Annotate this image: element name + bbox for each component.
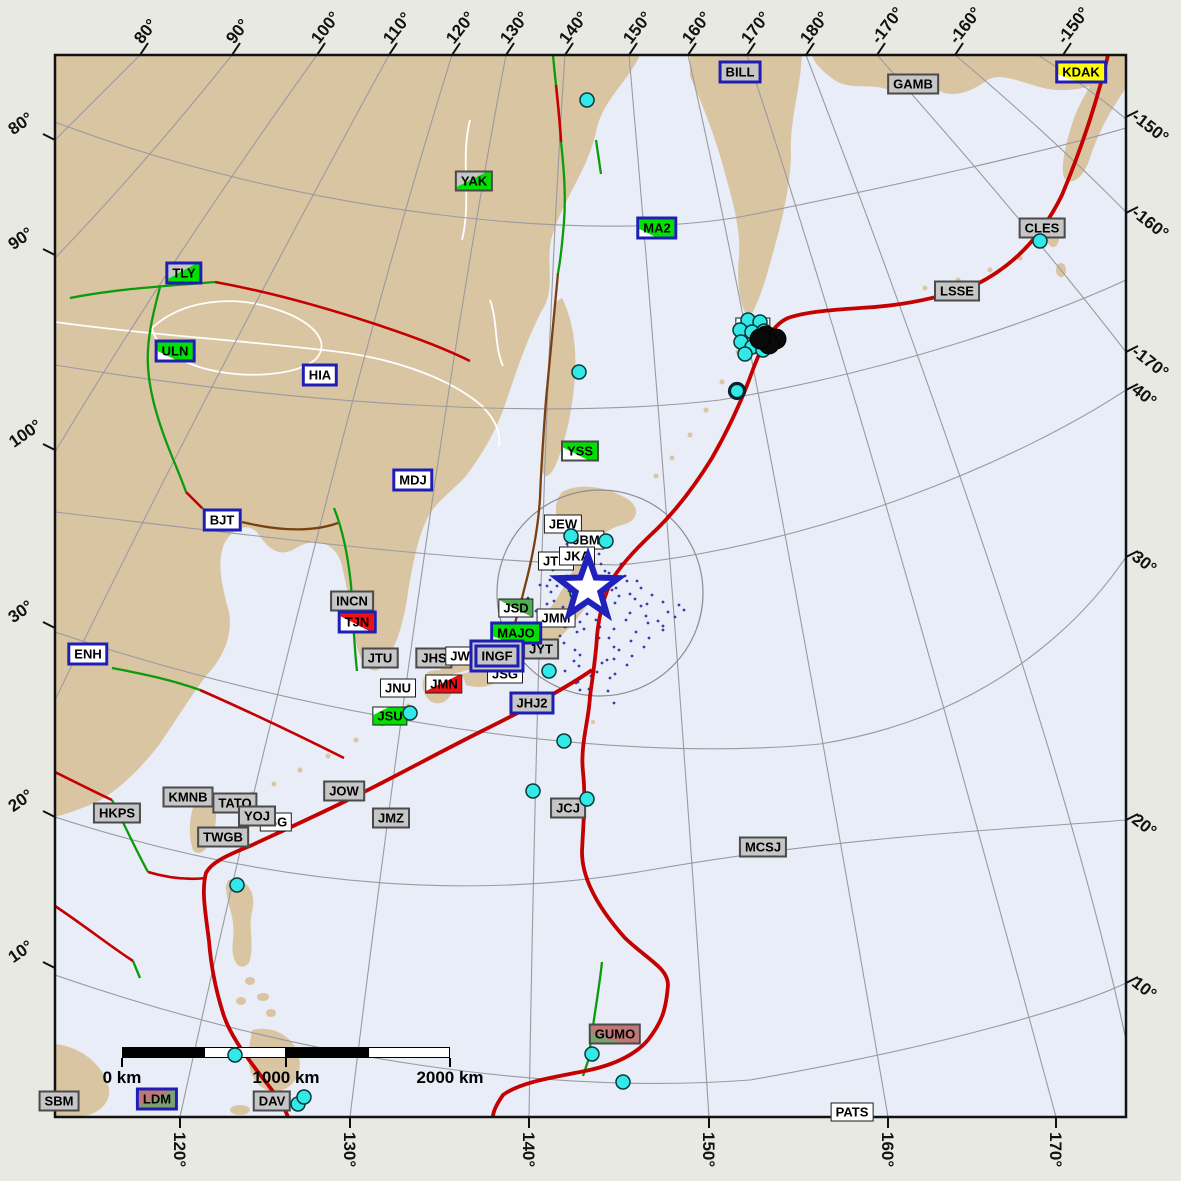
graticule	[55, 55, 1126, 1117]
range-circle	[496, 489, 704, 697]
map-frame	[53, 53, 1128, 1119]
frame-ticks	[42, 42, 1139, 1128]
